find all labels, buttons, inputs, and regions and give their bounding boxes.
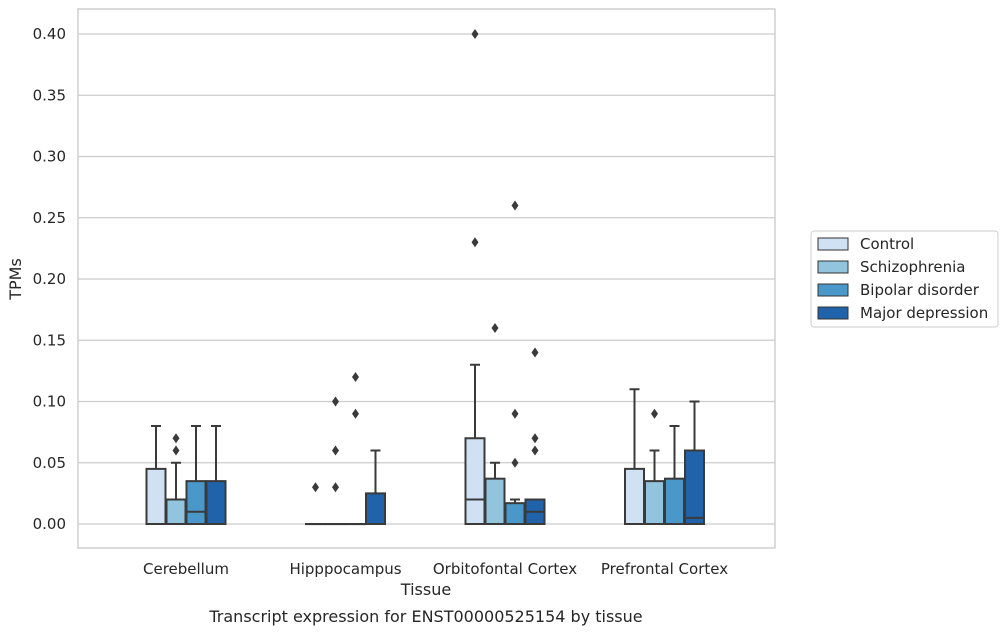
- x-axis-ticks: Cerebellum Hipppocampus Orbitofontal Corte…: [143, 560, 728, 578]
- y-tick-label: 0.25: [33, 209, 66, 227]
- outlier-point: [511, 408, 519, 419]
- box: [624, 467, 645, 525]
- box: [145, 467, 167, 525]
- box-group: [684, 400, 705, 525]
- outlier-point: [651, 408, 658, 419]
- legend: Control Schizophrenia Bipolar disorder Majo…: [810, 230, 999, 328]
- x-tick-label: Prefrontal Cortex: [601, 560, 728, 578]
- box: [205, 480, 227, 525]
- outlier-point: [172, 445, 180, 456]
- box: [684, 449, 705, 525]
- legend-swatch: [817, 306, 849, 320]
- legend-label: Major depression: [860, 304, 988, 322]
- outlier-point: [332, 445, 339, 456]
- y-tick-label: 0.00: [33, 515, 66, 533]
- outlier-point: [471, 29, 479, 39]
- box-group: [484, 323, 506, 525]
- y-tick-label: 0.10: [33, 393, 66, 411]
- box-group: [504, 200, 526, 525]
- outlier-point: [531, 445, 539, 456]
- box-group: [365, 449, 386, 525]
- outlier-point: [172, 433, 180, 444]
- outlier-point: [491, 323, 499, 333]
- y-tick-label: 0.15: [33, 331, 66, 349]
- y-tick-label: 0.30: [33, 148, 66, 166]
- legend-swatch: [817, 237, 849, 251]
- outlier-point: [531, 347, 539, 358]
- y-tick-label: 0.40: [33, 25, 66, 43]
- box: [644, 480, 665, 525]
- box: [484, 477, 506, 525]
- box-group: [145, 425, 167, 525]
- legend-items: Control Schizophrenia Bipolar disorder Majo…: [817, 235, 988, 322]
- legend-label: Control: [860, 235, 914, 253]
- box-group: [165, 433, 187, 525]
- outlier-point: [471, 237, 479, 248]
- box-group: [464, 29, 486, 525]
- outlier-point: [332, 396, 339, 407]
- box-marks: [145, 29, 705, 526]
- legend-frame: [810, 230, 999, 328]
- y-axis-ticks: 0.00 0.05 0.10 0.15 0.20 0.25 0.30 0.35 0.40: [33, 25, 66, 533]
- x-tick-label: Orbitofontal Cortex: [433, 560, 577, 578]
- box-group: [664, 425, 685, 525]
- chart-caption: Transcript expression for ENST0000052515…: [208, 607, 642, 626]
- y-tick-label: 0.20: [33, 270, 66, 288]
- box: [185, 480, 207, 525]
- x-tick-label: Hipppocampus: [289, 560, 401, 578]
- plot-frame: [77, 8, 776, 549]
- box-group: [325, 396, 346, 526]
- y-tick-label: 0.05: [33, 454, 66, 472]
- legend-swatch: [817, 283, 849, 297]
- y-tick-label: 0.35: [33, 86, 66, 104]
- legend-swatch: [817, 260, 849, 274]
- box-group: [185, 425, 207, 525]
- outlier-point: [352, 372, 359, 382]
- box: [664, 477, 685, 525]
- y-axis-label: TPMs: [6, 258, 25, 301]
- outlier-point: [531, 433, 539, 444]
- outlier-point: [511, 200, 519, 211]
- x-axis-label: Tissue: [400, 580, 451, 599]
- box-group: [624, 388, 645, 525]
- outlier-point: [312, 482, 319, 493]
- outlier-point: [352, 408, 359, 419]
- box: [165, 498, 187, 525]
- legend-label: Bipolar disorder: [860, 281, 980, 299]
- box-group: [305, 482, 326, 526]
- box-group: [345, 372, 366, 526]
- box: [464, 437, 486, 525]
- box-group: [644, 408, 665, 525]
- box-group: [205, 425, 227, 525]
- gridlines: [78, 33, 775, 525]
- outlier-point: [511, 457, 519, 468]
- box-group: [524, 347, 546, 525]
- box: [504, 502, 526, 525]
- legend-label: Schizophrenia: [860, 258, 965, 276]
- x-tick-label: Cerebellum: [143, 560, 229, 578]
- outlier-point: [332, 482, 339, 493]
- box: [365, 492, 386, 525]
